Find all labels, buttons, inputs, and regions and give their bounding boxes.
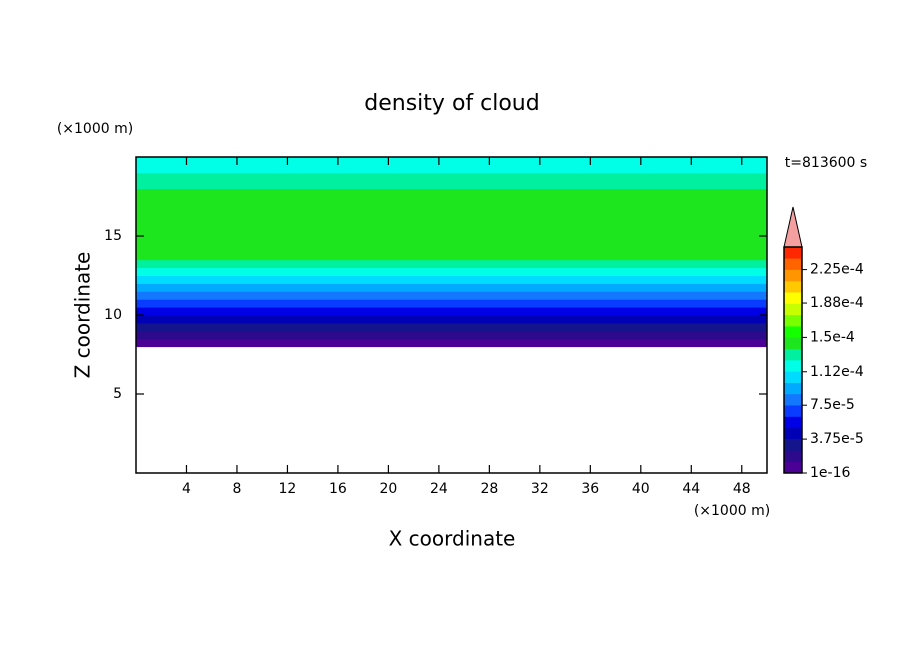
y-tick-label: 10 (104, 307, 122, 323)
x-tick-label: 24 (430, 481, 448, 497)
contour-band (136, 283, 767, 292)
x-tick-label: 28 (480, 481, 498, 497)
contour-band (136, 275, 767, 284)
color-band (784, 348, 802, 361)
color-band (784, 405, 802, 417)
colorbar-tick-label: 1.5e-4 (810, 329, 855, 345)
contour-band (136, 157, 767, 166)
color-band (784, 393, 802, 406)
contour-band (136, 322, 767, 332)
contour-band (136, 315, 767, 324)
x-tick-label: 16 (329, 481, 347, 497)
contour-band (136, 172, 767, 182)
color-band (784, 314, 802, 327)
color-band (784, 416, 802, 429)
color-band (784, 450, 802, 462)
color-band (784, 326, 802, 338)
contour-band (136, 243, 767, 253)
color-band (784, 247, 802, 259)
contour-band (136, 188, 767, 197)
color-band (784, 439, 802, 451)
contour-band (136, 236, 767, 245)
contour-band (136, 220, 767, 229)
contour-band (136, 291, 767, 300)
color-band (784, 382, 802, 395)
color-band (784, 337, 802, 349)
colorbar-tick-label: 1.12e-4 (810, 364, 864, 380)
contour-band (136, 338, 767, 348)
colorbar-tick-label: 1.88e-4 (810, 295, 864, 311)
color-band (784, 461, 802, 474)
x-tick-label: 8 (232, 481, 241, 497)
colorbar-extend (783, 206, 803, 248)
y-tick-label: 5 (113, 386, 122, 402)
y-unit: (×1000 m) (57, 121, 133, 137)
color-band (784, 258, 802, 270)
x-axis-label: X coordinate (389, 527, 516, 551)
x-tick-label: 44 (682, 481, 700, 497)
contour-band (136, 204, 767, 213)
contour-band (136, 164, 767, 174)
contour-band (136, 180, 767, 190)
colorbar-tick-label: 1e-16 (810, 465, 850, 481)
chart-title: density of cloud (364, 91, 539, 116)
x-tick-label: 48 (733, 481, 751, 497)
contour-band (136, 196, 767, 205)
x-tick-label: 32 (531, 481, 549, 497)
x-tick-label: 12 (279, 481, 297, 497)
contour-band (136, 212, 767, 221)
contour-band (136, 330, 767, 340)
x-tick-label: 40 (632, 481, 650, 497)
contour-band (136, 251, 767, 261)
colorbar-tick-label: 2.25e-4 (810, 262, 864, 278)
color-band (784, 427, 802, 440)
x-tick-label: 20 (379, 481, 397, 497)
contour-band (136, 228, 767, 237)
contour-band (136, 259, 767, 269)
contour-band (136, 299, 767, 308)
color-band (784, 292, 802, 304)
y-axis-label: Z coordinate (71, 252, 95, 379)
colorbar-tick-label: 3.75e-5 (810, 431, 864, 447)
time-label: t=813600 s (785, 155, 867, 171)
colorbar-tick-label: 7.5e-5 (810, 397, 855, 413)
contour-band (136, 267, 767, 276)
colorbar-frame (783, 246, 803, 474)
color-band (784, 360, 802, 372)
contour-band (136, 307, 767, 316)
x-tick-label: 36 (581, 481, 599, 497)
y-tick-label: 15 (104, 228, 122, 244)
color-band (784, 371, 802, 383)
color-band (784, 280, 802, 293)
color-band (784, 303, 802, 316)
color-band (784, 269, 802, 282)
x-tick-label: 4 (182, 481, 191, 497)
x-unit: (×1000 m) (694, 503, 770, 519)
